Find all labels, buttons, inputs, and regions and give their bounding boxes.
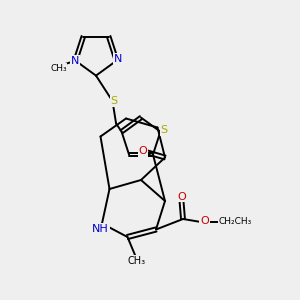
Text: O: O — [177, 191, 186, 202]
Text: S: S — [110, 96, 118, 106]
Text: S: S — [160, 125, 168, 135]
Text: N: N — [114, 54, 122, 64]
Text: CH₃: CH₃ — [128, 256, 146, 266]
Text: NH: NH — [92, 224, 109, 234]
Text: O: O — [138, 146, 147, 156]
Text: N: N — [71, 56, 79, 66]
Text: CH₃: CH₃ — [50, 64, 67, 73]
Text: CH₂CH₃: CH₂CH₃ — [219, 218, 252, 226]
Text: O: O — [200, 216, 209, 226]
